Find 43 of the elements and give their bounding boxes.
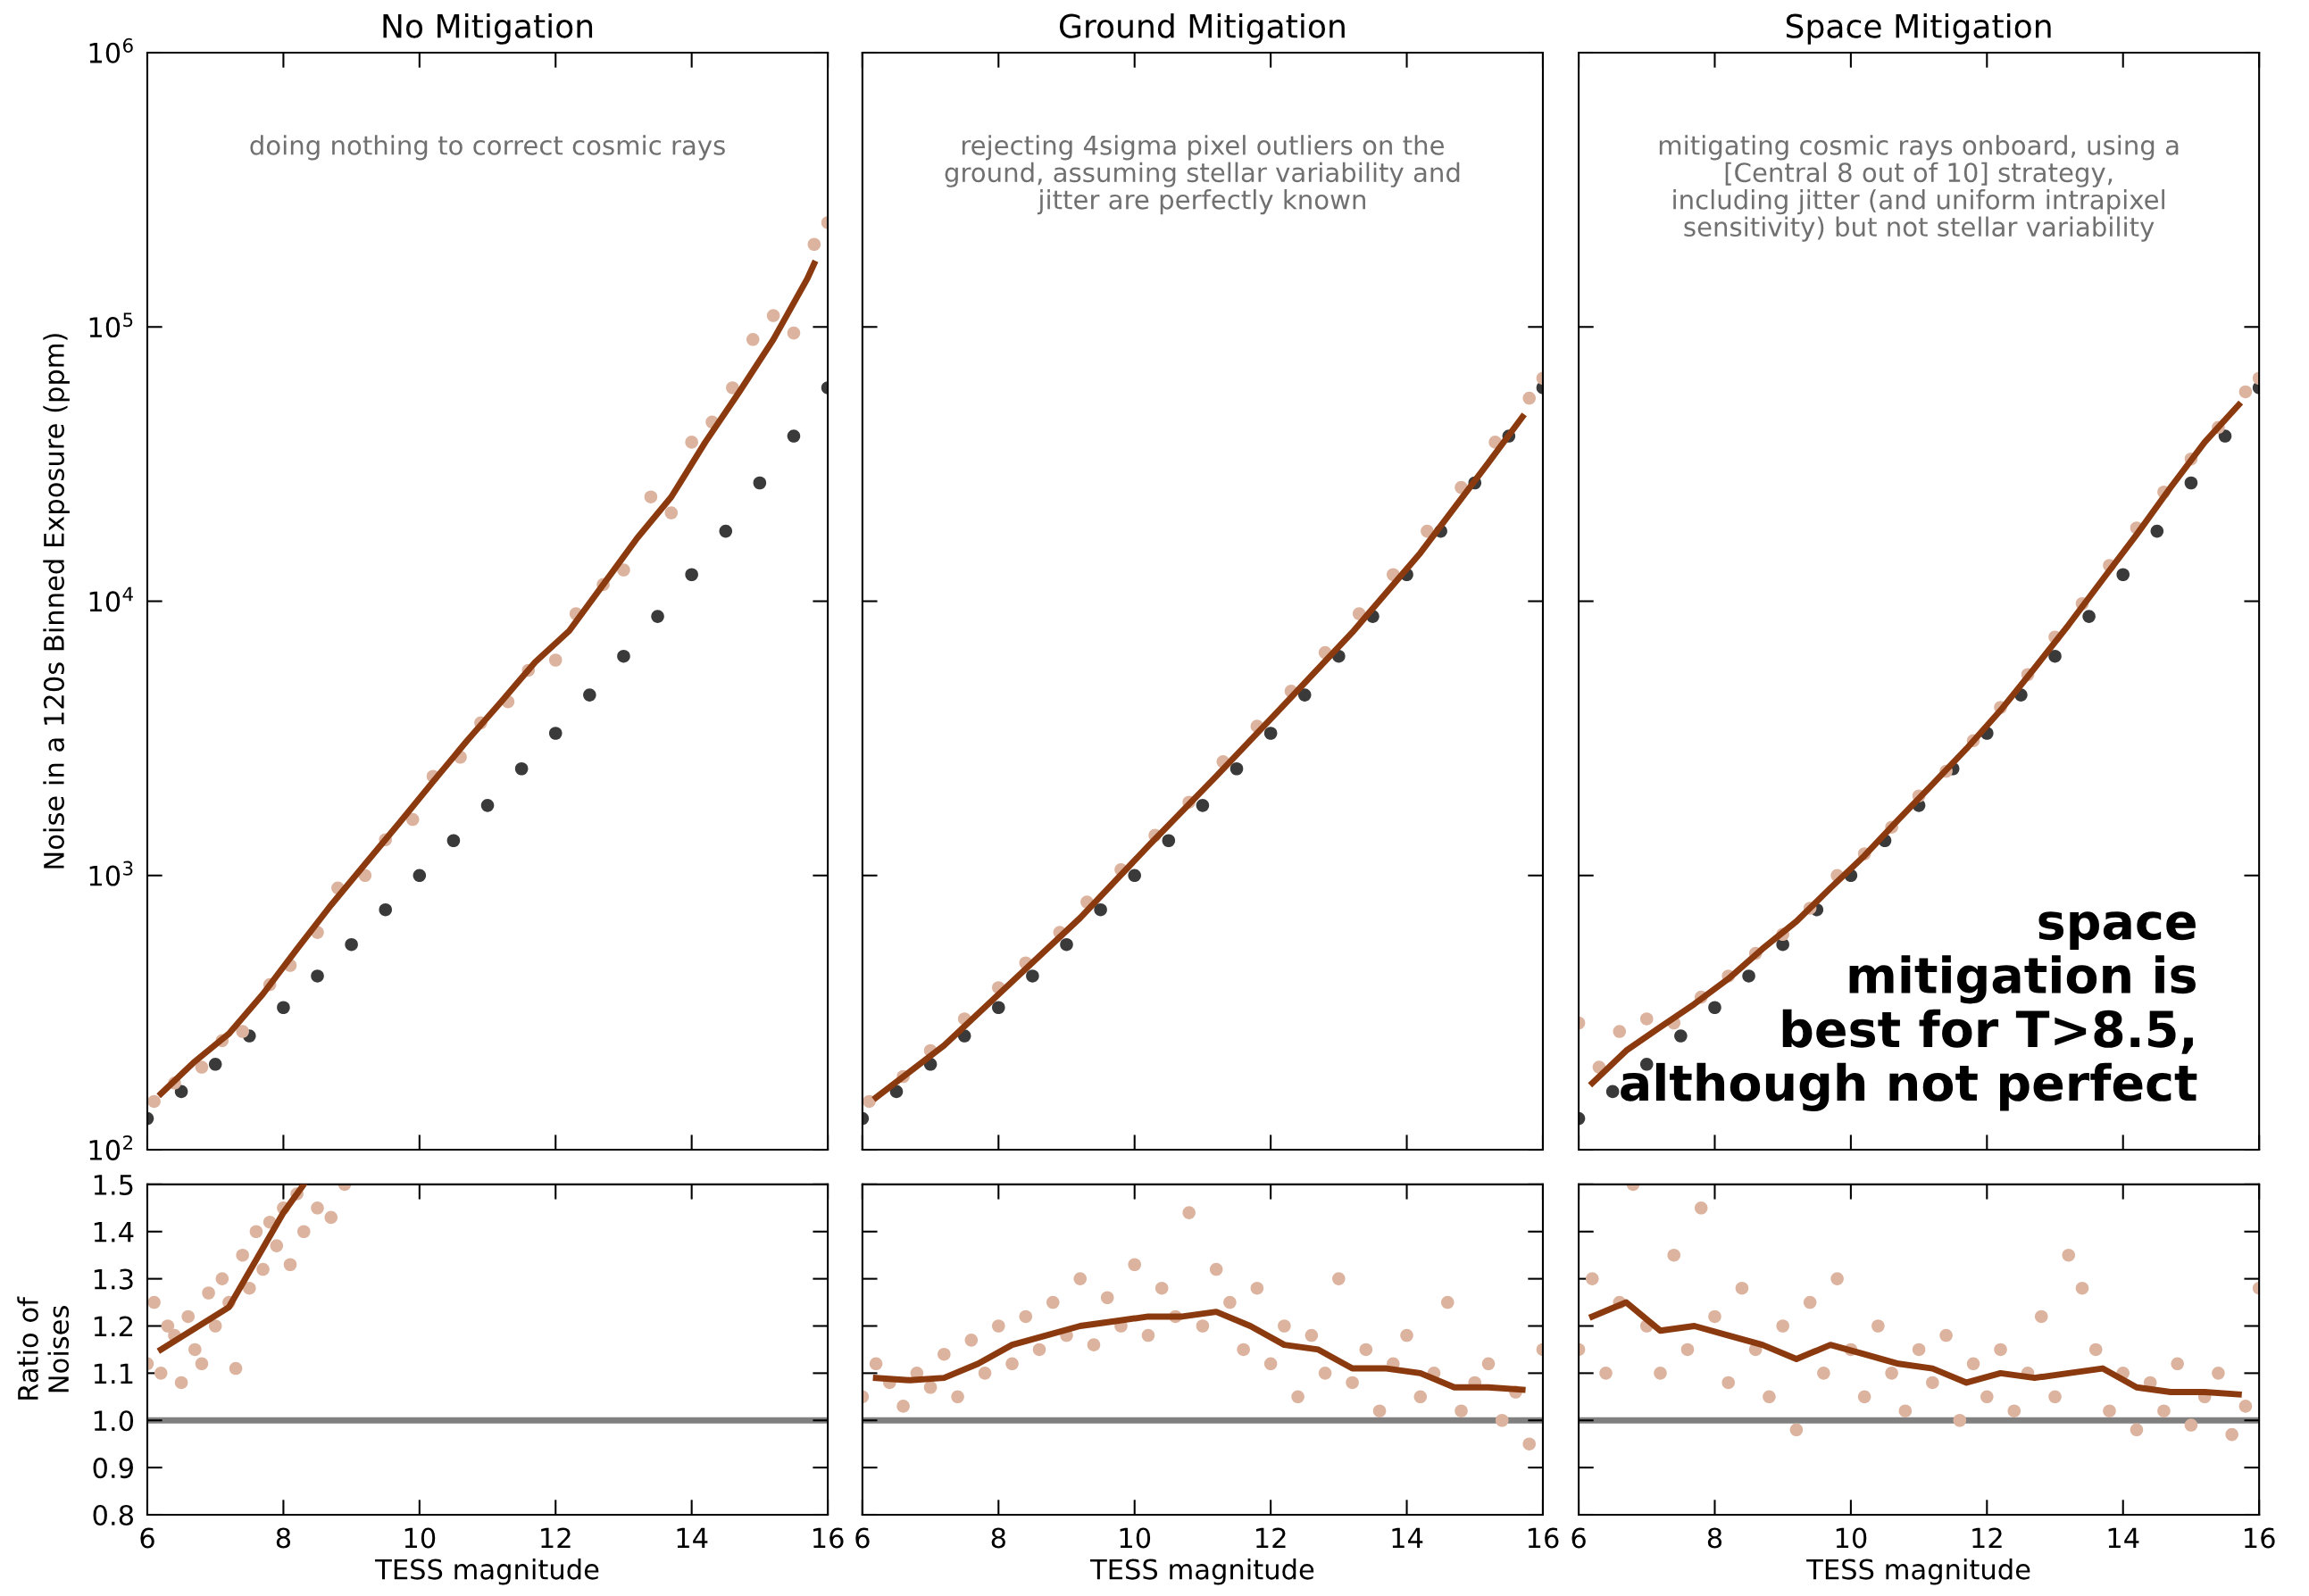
y-tick-label: 1.5 [94,1175,133,1195]
x-tick-label: 12 [1972,1527,2002,1549]
x-tick-label: 8 [991,1527,1005,1549]
y-tick-label: 1.1 [94,1363,133,1384]
annotation: space mitigation is best for T>8.5, although not perfect [1621,911,2197,1112]
x-tick-label: 16 [2245,1527,2275,1549]
annotation: rejecting 4sigma pixel outliers on the ground, assuming stellar variability and jitter are perfectly known [945,135,1460,215]
y-tick-label: 1.4 [94,1222,134,1243]
y-axis-title: Noise in a 120s Binned Exposure (ppm) [43,334,70,869]
y-tick-label: 1.0 [94,1410,134,1432]
x-tick-label: 6 [1571,1527,1586,1549]
x-tick-label: 12 [541,1527,571,1549]
y-tick-label: 10$^{6}$ [89,37,133,63]
y-tick-label: 10$^{4}$ [89,586,133,612]
x-axis-title: TESS magnitude [1089,1559,1314,1585]
y-tick-label: 1.2 [94,1316,133,1337]
y-tick-label: 10$^{5}$ [89,312,133,338]
y-tick-label: 1.3 [94,1268,133,1290]
x-tick-label: 12 [1256,1527,1286,1549]
x-tick-label: 10 [404,1527,436,1549]
x-tick-label: 14 [1392,1527,1423,1549]
annotation: mitigating cosmic rays onboard, using a [Central 8 out of 10] strategy, including jitter (and uniform intrapixel sensitivity) but not stellar variability [1659,135,2179,242]
x-tick-label: 6 [855,1527,870,1549]
y-tick-label: 10$^{2}$ [89,1135,132,1160]
annotation: doing nothing to correct cosmic rays [250,135,725,161]
chart-title: No Mitigation [383,12,593,45]
x-tick-label: 10 [1120,1527,1151,1549]
x-tick-label: 16 [1528,1527,1559,1549]
x-axis-title: TESS magnitude [1806,1559,2030,1585]
chart-title: Space Mitigation [1786,12,2051,45]
y-tick-label: 0.8 [93,1504,134,1526]
x-tick-label: 8 [1707,1527,1722,1549]
y-tick-label: 10$^{3}$ [89,860,133,886]
x-tick-label: 14 [677,1527,708,1549]
x-tick-label: 14 [2108,1527,2139,1549]
y-axis-title: Ratio of Noises [17,1296,70,1400]
x-tick-label: 16 [813,1527,844,1549]
x-tick-label: 6 [140,1527,154,1549]
x-axis-title: TESS magnitude [375,1559,599,1585]
x-tick-label: 8 [276,1527,291,1549]
chart-title: Ground Mitigation [1060,12,1345,45]
x-tick-label: 10 [1836,1527,1867,1549]
y-tick-label: 0.9 [93,1458,133,1479]
